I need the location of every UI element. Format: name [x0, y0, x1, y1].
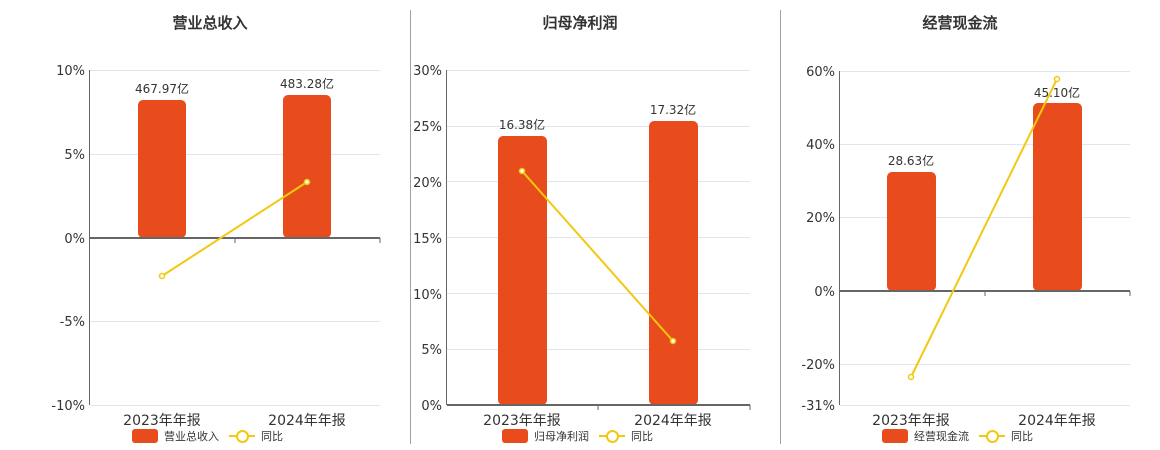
bar-2023[interactable] [138, 100, 186, 238]
y-tick: 0% [64, 232, 85, 247]
chart-divider-1 [410, 10, 411, 444]
y-tick: 5% [64, 148, 85, 163]
legend-bar-swatch[interactable] [882, 429, 908, 443]
bar-label: 483.28亿 [280, 76, 334, 91]
yoy-point[interactable] [158, 272, 166, 280]
legend-line-label[interactable]: 同比 [261, 430, 283, 443]
bar-label: 45.10亿 [1034, 85, 1080, 100]
y-tick: 25% [413, 120, 442, 135]
x-tick: 2024年年报 [268, 413, 346, 429]
y-tick: 40% [806, 138, 835, 153]
bar-2023[interactable] [498, 136, 547, 405]
bar-2024[interactable] [1033, 103, 1082, 291]
yoy-point[interactable] [1053, 75, 1061, 83]
x-tick: 2024年年报 [1018, 413, 1096, 429]
legend-bar-label[interactable]: 经营现金流 [914, 430, 969, 443]
legend-bar-label[interactable]: 归母净利润 [534, 430, 589, 443]
yoy-point[interactable] [518, 167, 526, 175]
legend-bar-swatch[interactable] [502, 429, 528, 443]
bar-label: 16.38亿 [499, 117, 545, 132]
bar-label: 467.97亿 [135, 81, 189, 96]
yoy-point[interactable] [907, 373, 915, 381]
legend-line-swatch[interactable] [979, 429, 1005, 443]
legend-line-swatch[interactable] [599, 429, 625, 443]
y-tick: 0% [421, 399, 442, 414]
yoy-point[interactable] [303, 178, 311, 186]
y-tick: 20% [806, 211, 835, 226]
legend-line-label[interactable]: 同比 [631, 430, 653, 443]
chart-title-net-profit: 归母净利润 [542, 14, 618, 32]
legend-line-swatch[interactable] [229, 429, 255, 443]
y-tick: -31% [801, 399, 835, 414]
y-tick: 15% [413, 232, 442, 247]
chart-revenue: 10% 5% 0% -5% -10% 467.97亿 483.28亿 2023年… [51, 64, 381, 429]
y-tick: 10% [413, 288, 442, 303]
x-tick: 2024年年报 [634, 413, 712, 429]
yoy-point[interactable] [669, 337, 677, 345]
bar-2024[interactable] [649, 121, 698, 405]
x-tick: 2023年年报 [483, 413, 561, 429]
y-tick: 30% [413, 64, 442, 79]
chart-title-revenue: 营业总收入 [172, 14, 248, 32]
x-tick: 2023年年报 [123, 413, 201, 429]
legend-net-profit: 归母净利润 同比 [502, 428, 653, 444]
bar-2023[interactable] [887, 172, 936, 291]
y-tick: -20% [801, 358, 835, 373]
y-tick: -5% [60, 315, 85, 330]
legend-revenue: 营业总收入 同比 [132, 428, 283, 444]
bar-label: 17.32亿 [650, 102, 696, 117]
chart-title-cashflow: 经营现金流 [922, 14, 998, 32]
chart-divider-2 [780, 10, 781, 444]
y-tick: 20% [413, 176, 442, 191]
chart-cashflow: 60% 40% 20% 0% -20% -31% 28.63亿 45.10亿 2… [801, 65, 1131, 429]
y-tick: 60% [806, 65, 835, 80]
legend-line-label[interactable]: 同比 [1011, 430, 1033, 443]
y-tick: 0% [814, 285, 835, 300]
legend-cashflow: 经营现金流 同比 [882, 428, 1033, 444]
legend-bar-swatch[interactable] [132, 429, 158, 443]
bar-label: 28.63亿 [888, 153, 934, 168]
y-tick: 5% [421, 343, 442, 358]
x-tick: 2023年年报 [872, 413, 950, 429]
legend-bar-label[interactable]: 营业总收入 [164, 430, 219, 443]
chart-net-profit: 30% 25% 20% 15% 10% 5% 0% 16.38亿 17.32亿 … [413, 64, 751, 429]
y-tick: 10% [56, 64, 85, 79]
bar-2024[interactable] [283, 95, 331, 238]
y-tick: -10% [51, 399, 85, 414]
